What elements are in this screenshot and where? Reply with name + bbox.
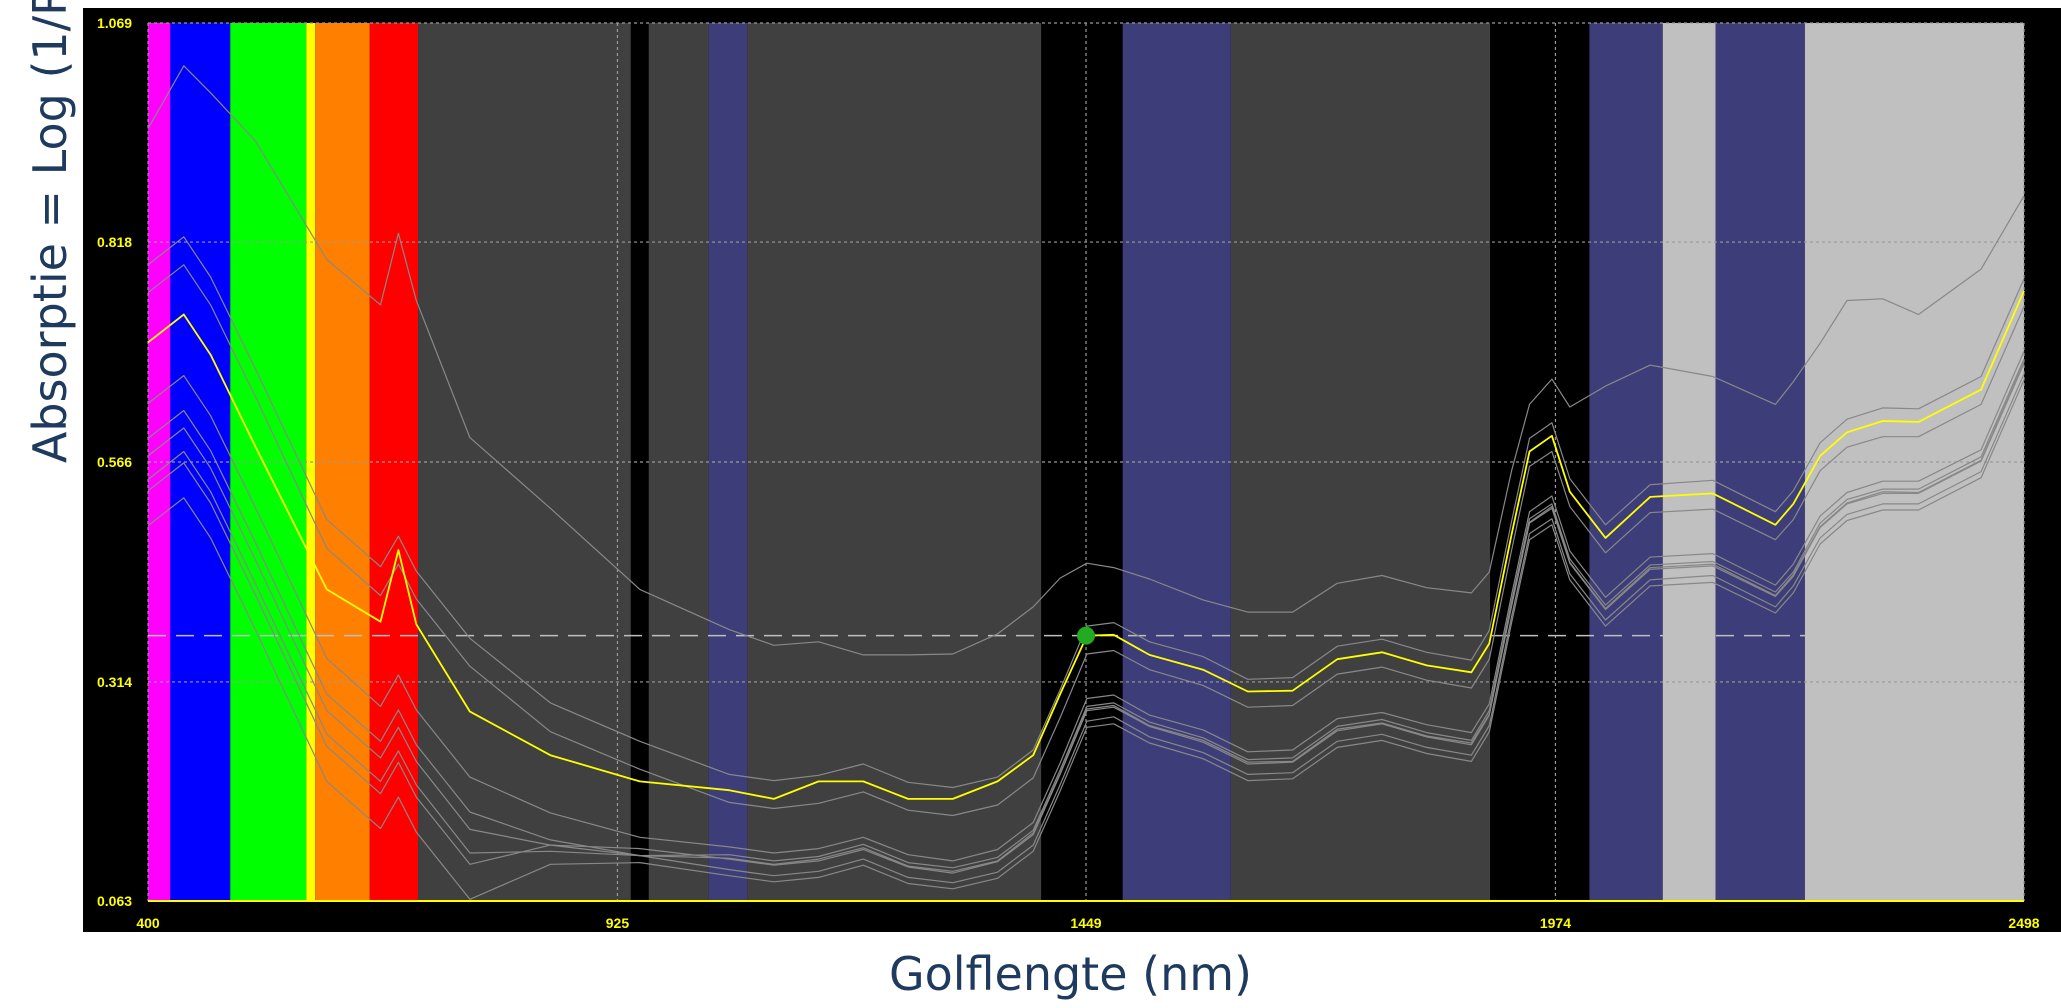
wavelength-band	[1715, 23, 1805, 901]
spectrum-line	[147, 373, 2025, 884]
x-axis-title: Golflengte (nm)	[888, 947, 1252, 1001]
x-tick-label: 1449	[1070, 915, 1101, 931]
highlighted-spectrum-line	[147, 290, 2025, 800]
y-tick-label: 0.566	[97, 454, 132, 470]
highlight-marker	[1077, 626, 1095, 645]
y-tick-label: 0.063	[97, 893, 132, 909]
spectrum-line	[147, 350, 2025, 862]
x-tick-label: 400	[136, 915, 160, 931]
wavelength-band	[148, 23, 171, 901]
spectrum-line	[147, 236, 2025, 789]
highlight-marker-group	[1077, 626, 1095, 645]
x-tick-label: 925	[606, 915, 630, 931]
y-tick-label: 1.069	[97, 15, 132, 31]
x-tick-label: 1974	[1540, 915, 1571, 931]
y-tick-label: 0.818	[97, 234, 132, 250]
wavelength-band	[418, 23, 631, 901]
spectrum-line	[147, 65, 2025, 656]
wavelength-band	[1662, 23, 1716, 901]
spectrum-line	[147, 379, 2025, 900]
tick-labels: 0.063 0.314 0.566 0.818 1.069 400 925 1449 1974 2…	[97, 15, 2040, 931]
spectrum-line	[147, 361, 2025, 872]
spectrum-line	[147, 358, 2025, 869]
spectrum-line	[147, 363, 2025, 874]
spectra-lines	[147, 65, 2025, 900]
x-tick-label: 2498	[2008, 915, 2039, 931]
y-axis-title: Absorptie = Log (1/R)	[23, 0, 77, 464]
wavelength-band	[708, 23, 748, 901]
y-tick-label: 0.314	[97, 674, 132, 690]
spectrum-line	[147, 264, 2025, 817]
